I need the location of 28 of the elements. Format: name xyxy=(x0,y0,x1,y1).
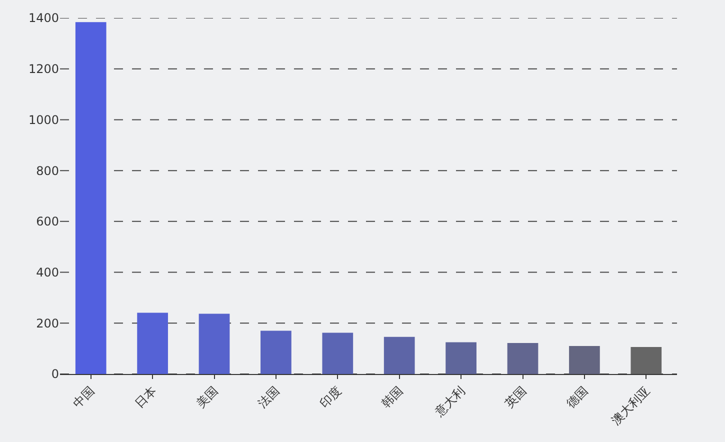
bar xyxy=(446,342,476,374)
bar xyxy=(630,347,662,374)
x-tick-label: 意大利 xyxy=(431,384,468,420)
bar xyxy=(322,332,354,374)
y-tick-label: 400 xyxy=(36,265,59,280)
bar xyxy=(260,330,292,374)
bar xyxy=(507,342,538,374)
x-tick-label: 中国 xyxy=(70,384,98,411)
y-tick-label: 1200 xyxy=(28,62,59,76)
x-tick-label: 澳大利亚 xyxy=(608,384,653,428)
bar xyxy=(75,22,106,374)
y-tick-label: 800 xyxy=(36,164,59,178)
x-tick-label: 英国 xyxy=(502,384,530,411)
x-tick-label: 美国 xyxy=(194,384,221,411)
bar xyxy=(198,314,230,374)
y-tick-label: 600 xyxy=(36,214,59,229)
x-tick-label: 印度 xyxy=(317,384,344,411)
y-tick-label: 200 xyxy=(36,316,59,330)
x-tick-label: 德国 xyxy=(564,384,591,411)
x-tick-label: 日本 xyxy=(132,384,159,411)
bar xyxy=(137,312,168,374)
y-tick-label: 1400 xyxy=(28,11,59,26)
x-tick-label: 韩国 xyxy=(378,384,406,411)
bar xyxy=(569,346,600,374)
y-tick-label: 1000 xyxy=(28,112,59,127)
y-tick-label: 0 xyxy=(51,367,59,382)
bar xyxy=(384,336,415,374)
x-tick-label: 法国 xyxy=(255,384,282,411)
